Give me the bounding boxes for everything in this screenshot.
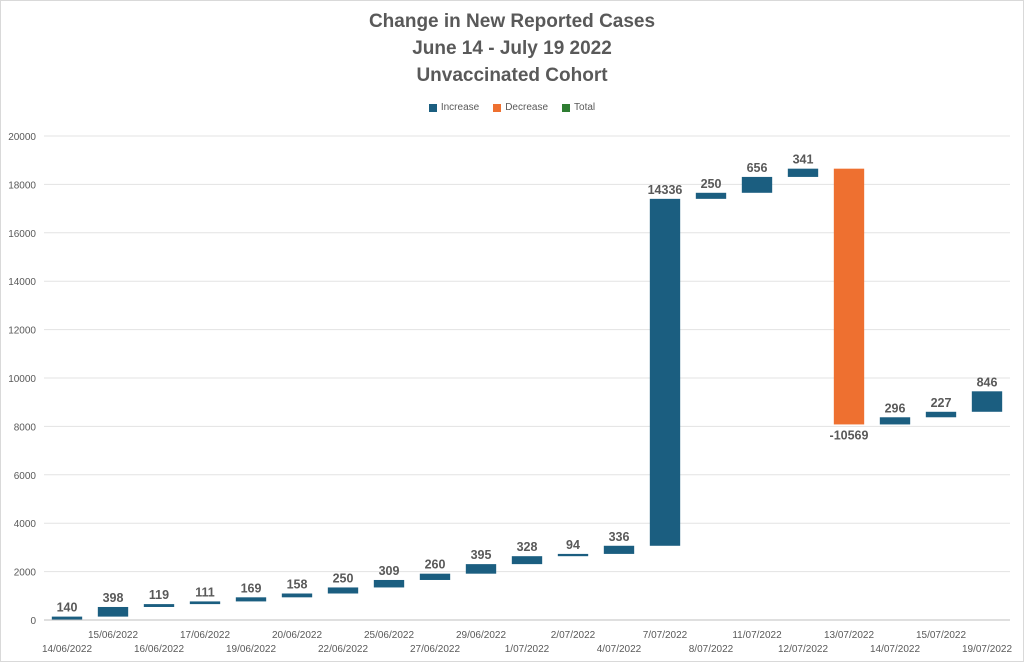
data-label: -10569 xyxy=(830,428,869,442)
data-label: 398 xyxy=(103,591,124,605)
chart-subtitle-cohort: Unvaccinated Cohort xyxy=(416,65,608,86)
x-tick-label: 7/07/2022 xyxy=(643,630,688,641)
legend-item-increase: Increase xyxy=(428,102,480,113)
x-tick-label: 12/07/2022 xyxy=(778,644,828,655)
y-tick-label: 6000 xyxy=(14,471,37,482)
y-tick-label: 2000 xyxy=(14,568,37,579)
data-label: 395 xyxy=(471,548,492,562)
data-label: 14336 xyxy=(648,183,683,197)
data-label: 328 xyxy=(517,540,538,554)
x-tick-label: 25/06/2022 xyxy=(364,630,414,641)
bar xyxy=(741,176,773,193)
data-label: 296 xyxy=(885,401,906,415)
x-tick-label: 8/07/2022 xyxy=(689,644,734,655)
legend-label-increase: Increase xyxy=(440,102,480,113)
data-label: 94 xyxy=(566,538,580,552)
y-tick-label: 12000 xyxy=(8,326,36,337)
bar xyxy=(695,192,727,199)
bar xyxy=(833,168,865,425)
data-label: 656 xyxy=(747,161,768,175)
bar xyxy=(971,391,1003,412)
data-label: 341 xyxy=(793,153,814,167)
bar xyxy=(603,545,635,554)
bar xyxy=(327,587,359,594)
y-tick-label: 10000 xyxy=(8,374,36,385)
data-label: 169 xyxy=(241,581,262,595)
bar xyxy=(97,606,129,617)
x-tick-label: 15/07/2022 xyxy=(916,630,966,641)
bar xyxy=(925,411,957,418)
x-tick-label: 17/06/2022 xyxy=(180,630,230,641)
bar xyxy=(465,564,497,574)
x-tick-label: 1/07/2022 xyxy=(505,644,550,655)
data-label: 250 xyxy=(701,177,722,191)
legend-swatch-decrease xyxy=(493,103,502,112)
bar xyxy=(511,556,543,565)
y-tick-label: 0 xyxy=(30,616,36,627)
chart-title: Change in New Reported Cases xyxy=(368,11,656,32)
x-tick-label: 15/06/2022 xyxy=(88,630,138,641)
bar xyxy=(419,573,451,580)
bar xyxy=(235,597,267,602)
bar xyxy=(281,593,313,598)
x-tick-label: 19/07/2022 xyxy=(962,644,1012,655)
y-tick-label: 4000 xyxy=(14,519,37,530)
x-tick-label: 14/06/2022 xyxy=(42,644,92,655)
bar xyxy=(879,417,911,425)
x-tick-label: 29/06/2022 xyxy=(456,630,506,641)
data-label: 158 xyxy=(287,578,308,592)
bar xyxy=(373,579,405,588)
chart-titles: Change in New Reported Cases June 14 - J… xyxy=(0,8,1024,89)
legend-swatch-increase xyxy=(428,103,437,112)
x-tick-label: 4/07/2022 xyxy=(597,644,642,655)
data-label: 846 xyxy=(977,375,998,389)
legend-item-total: Total xyxy=(562,102,595,113)
data-label: 140 xyxy=(57,601,78,615)
bar xyxy=(51,616,83,620)
legend: Increase Decrease Total xyxy=(0,102,1024,113)
bar xyxy=(787,168,819,177)
bar xyxy=(557,553,589,557)
x-tick-label: 20/06/2022 xyxy=(272,630,322,641)
legend-swatch-total xyxy=(562,103,571,112)
chart-subtitle-date: June 14 - July 19 2022 xyxy=(412,38,612,59)
x-tick-label: 14/07/2022 xyxy=(870,644,920,655)
data-label: 119 xyxy=(149,588,169,602)
y-tick-label: 20000 xyxy=(8,132,36,143)
x-tick-label: 13/07/2022 xyxy=(824,630,874,641)
legend-item-decrease: Decrease xyxy=(493,102,548,113)
bar xyxy=(189,601,221,605)
x-tick-label: 11/07/2022 xyxy=(732,630,782,641)
y-tick-label: 8000 xyxy=(14,422,37,433)
y-tick-label: 18000 xyxy=(8,180,36,191)
legend-label-decrease: Decrease xyxy=(505,102,549,113)
y-tick-label: 16000 xyxy=(8,229,36,240)
data-label: 111 xyxy=(195,585,215,599)
legend-label-total: Total xyxy=(574,102,596,113)
bar xyxy=(143,604,175,607)
x-tick-label: 27/06/2022 xyxy=(410,644,460,655)
bar xyxy=(649,198,681,546)
x-tick-label: 2/07/2022 xyxy=(551,630,596,641)
data-label: 227 xyxy=(931,396,952,410)
x-tick-label: 16/06/2022 xyxy=(134,644,184,655)
data-label: 336 xyxy=(609,530,630,544)
data-label: 309 xyxy=(379,564,400,578)
x-tick-label: 19/06/2022 xyxy=(226,644,276,655)
x-tick-label: 22/06/2022 xyxy=(318,644,368,655)
data-label: 250 xyxy=(333,571,354,585)
data-label: 260 xyxy=(425,558,446,572)
y-tick-label: 14000 xyxy=(8,277,36,288)
